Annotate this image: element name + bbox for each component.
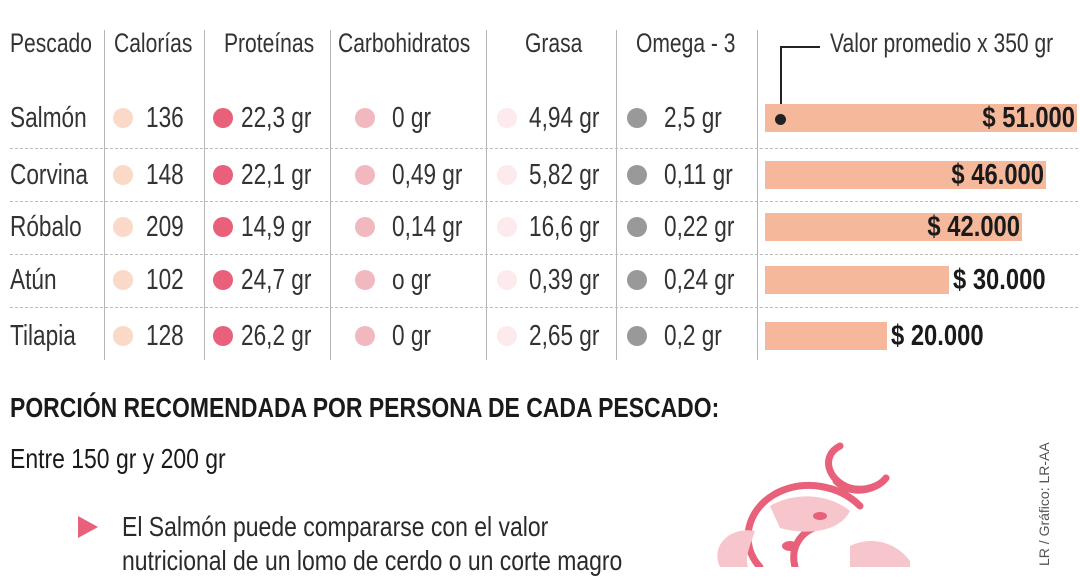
carbs-dot (355, 108, 375, 128)
header-calories: Calorías (114, 28, 193, 58)
price-label: $ 51.000 (982, 102, 1075, 134)
omega-value: 2,5 gr (664, 102, 722, 134)
header-omega: Omega - 3 (636, 28, 736, 58)
row-divider (10, 254, 1078, 255)
note-text: El Salmón puede compararse con el valor … (122, 510, 622, 578)
protein-dot (213, 326, 233, 346)
protein-dot (213, 108, 233, 128)
carbs-value: 0 gr (392, 320, 431, 352)
fish-name: Corvina (10, 159, 88, 191)
header-carbs: Carbohidratos (338, 28, 471, 58)
calories-dot (113, 165, 133, 185)
price-label: $ 42.000 (927, 211, 1020, 243)
protein-dot (213, 165, 233, 185)
fat-dot (497, 270, 517, 290)
fat-dot (497, 108, 517, 128)
header-fish: Pescado (10, 28, 92, 58)
omega-value: 0,11 gr (664, 159, 733, 191)
omega-dot (627, 108, 647, 128)
carbs-dot (355, 270, 375, 290)
carbs-dot (355, 217, 375, 237)
calories-dot (113, 326, 133, 346)
fat-value: 5,82 gr (529, 159, 600, 191)
protein-dot (213, 270, 233, 290)
calories-value: 209 (146, 211, 184, 243)
price-leader-dot (775, 114, 786, 125)
omega-dot (627, 270, 647, 290)
fish-name: Salmón (10, 102, 87, 134)
column-divider (204, 30, 205, 360)
fish-name: Róbalo (10, 211, 82, 243)
fat-dot (497, 165, 517, 185)
row-divider (10, 201, 1078, 202)
protein-value: 24,7 gr (241, 264, 312, 296)
price-label: $ 20.000 (891, 320, 984, 352)
fish-illustration-icon (717, 442, 910, 567)
fish-name: Tilapia (10, 320, 76, 352)
omega-value: 0,22 gr (664, 211, 735, 243)
protein-value: 22,1 gr (241, 159, 312, 191)
fish-name: Atún (10, 264, 57, 296)
calories-dot (113, 108, 133, 128)
note-line: El Salmón puede compararse con el valor (122, 511, 549, 542)
calories-value: 128 (146, 320, 184, 352)
fat-dot (497, 326, 517, 346)
header-fat: Grasa (525, 28, 583, 58)
header-price: Valor promedio x 350 gr (830, 28, 1054, 58)
carbs-value: 0 gr (392, 102, 431, 134)
column-divider (486, 30, 487, 360)
fat-dot (497, 217, 517, 237)
column-divider (104, 30, 105, 360)
protein-dot (213, 217, 233, 237)
omega-value: 0,2 gr (664, 320, 722, 352)
column-divider (616, 30, 617, 360)
omega-value: 0,24 gr (664, 264, 735, 296)
calories-value: 148 (146, 159, 184, 191)
price-bar (765, 266, 949, 294)
price-bar (765, 161, 1046, 189)
portion-range: Entre 150 gr y 200 gr (10, 443, 226, 474)
protein-value: 22,3 gr (241, 102, 312, 134)
omega-dot (627, 326, 647, 346)
carbs-dot (355, 326, 375, 346)
triangle-bullet-icon (78, 516, 98, 538)
carbs-value: 0,14 gr (392, 211, 463, 243)
price-leader-line (780, 46, 782, 118)
fat-value: 4,94 gr (529, 102, 600, 134)
price-bar (765, 213, 1022, 241)
calories-dot (113, 270, 133, 290)
fat-value: 0,39 gr (529, 264, 600, 296)
price-bar (765, 322, 887, 350)
calories-value: 102 (146, 264, 184, 296)
fat-value: 2,65 gr (529, 320, 600, 352)
carbs-value: 0,49 gr (392, 159, 463, 191)
column-divider (757, 30, 758, 360)
price-leader-line (780, 46, 820, 48)
calories-dot (113, 217, 133, 237)
fat-value: 16,6 gr (529, 211, 600, 243)
note-line: nutricional de un lomo de cerdo o un cor… (122, 545, 623, 576)
credit-text: LR / Gráfico: LR-AA (1036, 442, 1052, 566)
protein-value: 14,9 gr (241, 211, 312, 243)
price-label: $ 30.000 (953, 264, 1046, 296)
row-divider (10, 307, 1078, 308)
omega-dot (627, 217, 647, 237)
price-bar (765, 104, 1077, 132)
header-protein: Proteínas (224, 28, 315, 58)
row-divider (10, 148, 1078, 149)
protein-value: 26,2 gr (241, 320, 312, 352)
column-divider (330, 30, 331, 360)
carbs-value: o gr (392, 264, 431, 296)
price-label: $ 46.000 (951, 159, 1044, 191)
portion-title: PORCIÓN RECOMENDADA POR PERSONA DE CADA … (10, 392, 720, 423)
calories-value: 136 (146, 102, 184, 134)
carbs-dot (355, 165, 375, 185)
omega-dot (627, 165, 647, 185)
